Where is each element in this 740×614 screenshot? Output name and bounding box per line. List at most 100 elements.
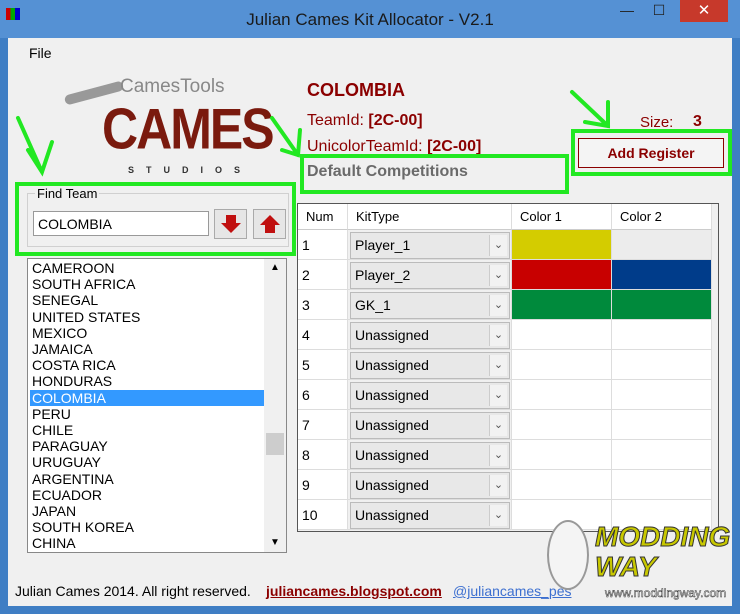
chevron-down-icon[interactable]: ⌄ <box>489 325 507 346</box>
color2-cell[interactable] <box>612 440 712 470</box>
kittype-value: Unassigned <box>355 357 429 373</box>
kittype-value: Player_1 <box>355 237 411 253</box>
add-register-button[interactable]: Add Register <box>578 138 724 168</box>
kittype-dropdown[interactable]: Player_2 ⌄ <box>350 262 510 289</box>
kittype-dropdown[interactable]: Unassigned ⌄ <box>350 412 510 439</box>
chevron-down-icon[interactable]: ⌄ <box>489 355 507 376</box>
header-num[interactable]: Num <box>298 204 348 230</box>
kittype-dropdown[interactable]: Unassigned ⌄ <box>350 472 510 499</box>
color1-cell[interactable] <box>512 440 612 470</box>
team-list-item[interactable]: ARGENTINA <box>32 470 114 487</box>
num-cell: 10 <box>298 500 348 530</box>
kittype-dropdown[interactable]: Unassigned ⌄ <box>350 352 510 379</box>
team-name: COLOMBIA <box>307 80 405 100</box>
scroll-down-icon[interactable]: ▼ <box>270 537 280 548</box>
chevron-down-icon[interactable]: ⌄ <box>489 475 507 496</box>
team-list-item[interactable]: CHINA <box>32 535 76 552</box>
num-cell: 3 <box>298 290 348 320</box>
color2-cell[interactable] <box>612 230 712 260</box>
twitter-link[interactable]: @juliancames_pes <box>453 583 572 599</box>
chevron-down-icon[interactable]: ⌄ <box>489 235 507 256</box>
team-list-item[interactable]: ECUADOR <box>32 486 103 503</box>
app-icon <box>6 8 20 20</box>
color1-cell[interactable] <box>512 470 612 500</box>
window-title: Julian Cames Kit Allocator - V2.1 <box>246 10 494 29</box>
chevron-down-icon[interactable]: ⌄ <box>489 445 507 466</box>
num-cell: 7 <box>298 410 348 440</box>
team-list-item[interactable]: COSTA RICA <box>32 357 116 374</box>
team-list-item[interactable]: SOUTH KOREA <box>32 519 134 536</box>
color2-cell[interactable] <box>612 380 712 410</box>
team-list[interactable]: CAMEROON SOUTH AFRICA SENEGAL UNITED STATES… <box>27 258 287 553</box>
chevron-down-icon[interactable]: ⌄ <box>489 265 507 286</box>
find-team-group <box>27 193 289 247</box>
team-list-item[interactable]: CHILE <box>32 422 74 438</box>
color1-cell[interactable] <box>512 410 612 440</box>
blog-link[interactable]: juliancames.blogspot.com <box>266 583 442 599</box>
list-scrollbar[interactable]: ▲ ▼ <box>264 259 286 552</box>
logo-text-top: CamesTools <box>120 76 225 97</box>
color1-cell[interactable] <box>512 290 612 320</box>
title-bar <box>0 0 740 38</box>
color2-cell[interactable] <box>612 320 712 350</box>
kittype-dropdown[interactable]: Unassigned ⌄ <box>350 442 510 469</box>
kittype-dropdown[interactable]: Player_1 ⌄ <box>350 232 510 259</box>
team-list-item[interactable]: UNITED STATES <box>32 308 141 325</box>
team-list-item[interactable]: JAPAN <box>32 503 77 519</box>
header-color2[interactable]: Color 2 <box>612 204 712 230</box>
kittype-dropdown[interactable]: Unassigned ⌄ <box>350 382 510 409</box>
find-team-input[interactable] <box>33 211 209 236</box>
color1-cell[interactable] <box>512 230 612 260</box>
kittype-dropdown[interactable]: Unassigned ⌄ <box>350 502 510 529</box>
menu-file[interactable]: File <box>29 45 52 61</box>
logo-text-sub: STUDIOS <box>128 165 253 175</box>
color2-cell[interactable] <box>612 500 712 530</box>
team-list-item[interactable]: URUGUAY <box>32 454 101 471</box>
scroll-up-icon[interactable]: ▲ <box>270 262 280 273</box>
color1-cell[interactable] <box>512 320 612 350</box>
color1-cell[interactable] <box>512 260 612 290</box>
team-list-item[interactable]: SENEGAL <box>32 292 99 309</box>
scroll-thumb[interactable] <box>266 433 284 455</box>
header-color1[interactable]: Color 1 <box>512 204 612 230</box>
color2-cell[interactable] <box>612 290 712 320</box>
color2-cell[interactable] <box>612 260 712 290</box>
team-list-item[interactable]: PERU <box>32 405 71 422</box>
color2-cell[interactable] <box>612 410 712 440</box>
chevron-down-icon[interactable]: ⌄ <box>489 505 507 526</box>
minimize-button[interactable]: — <box>620 2 634 18</box>
color1-cell[interactable] <box>512 350 612 380</box>
color1-cell[interactable] <box>512 380 612 410</box>
kittype-value: Unassigned <box>355 477 429 493</box>
team-list-item[interactable]: SOUTH AFRICA <box>32 276 136 293</box>
team-list-item[interactable]: CAMEROON <box>32 260 115 276</box>
arrow-down-icon <box>220 215 241 233</box>
kittype-value: GK_1 <box>355 297 391 313</box>
team-list-item[interactable]: PARAGUAY <box>32 438 108 455</box>
kittype-dropdown[interactable]: GK_1 ⌄ <box>350 292 510 319</box>
chevron-down-icon[interactable]: ⌄ <box>489 295 507 316</box>
find-next-button[interactable] <box>214 209 247 239</box>
color2-cell[interactable] <box>612 350 712 380</box>
default-competitions[interactable]: Default Competitions <box>307 163 468 180</box>
chevron-down-icon[interactable]: ⌄ <box>489 385 507 406</box>
arrow-icon <box>570 90 610 129</box>
team-list-item[interactable]: MEXICO <box>32 324 88 341</box>
maximize-button[interactable]: ☐ <box>652 2 666 18</box>
mascot-icon <box>547 520 589 590</box>
num-cell: 8 <box>298 440 348 470</box>
team-list-item[interactable]: HONDURAS <box>32 373 113 390</box>
find-prev-button[interactable] <box>253 209 286 239</box>
cames-logo: CamesTools CAMES STUDIOS <box>60 70 275 185</box>
team-list-item[interactable]: COLOMBIA <box>30 389 264 406</box>
header-kittype[interactable]: KitType <box>348 204 512 230</box>
chevron-down-icon[interactable]: ⌄ <box>489 415 507 436</box>
unicolor-value: [2C-00] <box>427 138 482 155</box>
close-button[interactable]: ✕ <box>680 0 728 22</box>
watermark-url: www.moddingway.com <box>605 586 727 601</box>
kittype-dropdown[interactable]: Unassigned ⌄ <box>350 322 510 349</box>
highlight-add-register <box>571 129 732 176</box>
team-list-item[interactable]: JAMAICA <box>32 341 93 357</box>
grid-scroll-area <box>712 204 718 531</box>
color2-cell[interactable] <box>612 470 712 500</box>
